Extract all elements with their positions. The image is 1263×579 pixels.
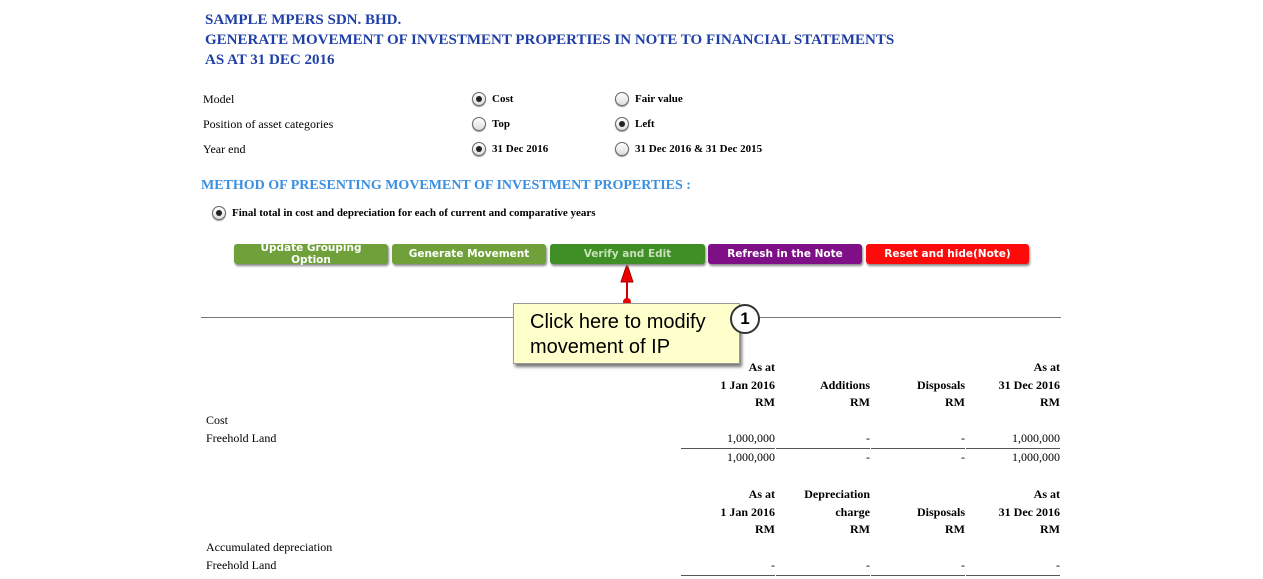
report-date: AS AT 31 DEC 2016: [205, 52, 335, 68]
column-header: RM: [755, 522, 775, 536]
option-radio-b[interactable]: Fair value: [615, 92, 683, 106]
radio-label: Top: [492, 118, 510, 130]
cost-total-cell: 1,000,000: [1012, 450, 1060, 464]
radio-label: 31 Dec 2016: [492, 143, 549, 155]
option-radio-b[interactable]: 31 Dec 2016 & 31 Dec 2015: [615, 142, 762, 156]
option-label: Year end: [203, 142, 246, 156]
option-label: Model: [203, 92, 235, 106]
column-header: charge: [835, 504, 870, 519]
column-header: As at: [748, 487, 775, 501]
row-label: Freehold Land: [206, 558, 277, 572]
dep-cell: -: [961, 558, 965, 572]
column-header: Additions: [819, 377, 870, 392]
underline: [966, 448, 1060, 449]
method-option-label: Final total in cost and depreciation for…: [232, 207, 596, 219]
option-radio-b[interactable]: Left: [615, 117, 655, 131]
radio-label: Left: [635, 118, 655, 130]
step-number-badge: 1: [730, 304, 760, 334]
verify-and-edit-button[interactable]: Verify and Edit: [550, 244, 705, 264]
cost-cell: -: [961, 431, 965, 445]
column-header: 31 Dec 2016: [998, 377, 1060, 392]
underline: [681, 448, 775, 449]
radio-label: 31 Dec 2016 & 31 Dec 2015: [635, 143, 763, 155]
dep-cell: -: [1056, 558, 1060, 572]
column-header: RM: [945, 522, 965, 536]
option-radio-a[interactable]: Cost: [472, 92, 513, 106]
row-label: Freehold Land: [206, 431, 277, 445]
column-header: As at: [1033, 360, 1060, 374]
underline: [776, 448, 870, 449]
option-radio-a[interactable]: Top: [472, 117, 510, 131]
tooltip-callout: Click here to modify movement of IP: [513, 303, 740, 364]
update-grouping-option-button[interactable]: Update Grouping Option: [234, 242, 388, 266]
radio-label: Fair value: [635, 93, 683, 105]
cost-total-cell: -: [961, 450, 965, 464]
cost-cell: 1,000,000: [1012, 431, 1060, 445]
column-header: RM: [1040, 395, 1060, 409]
method-option-radio[interactable]: Final total in cost and depreciation for…: [212, 206, 596, 220]
column-header: RM: [945, 395, 965, 409]
column-header: 31 Dec 2016: [998, 504, 1060, 519]
section-label: Cost: [206, 413, 229, 427]
column-header: Disposals: [916, 504, 965, 519]
callout-text-1: Click here to modify: [530, 311, 706, 333]
cost-cell: 1,000,000: [727, 431, 775, 445]
method-heading: METHOD OF PRESENTING MOVEMENT OF INVESTM…: [201, 178, 691, 193]
column-header: RM: [1040, 522, 1060, 536]
column-header: 1 Jan 2016: [720, 377, 775, 392]
callout-arrow-icon: [620, 262, 634, 306]
reset-and-hide-note-button[interactable]: Reset and hide(Note): [866, 244, 1029, 264]
underline: [776, 575, 870, 576]
radio-icon: [615, 117, 629, 131]
underline: [871, 448, 965, 449]
column-header: As at: [748, 360, 775, 374]
column-header: 1 Jan 2016: [720, 504, 775, 519]
cost-cell: -: [866, 431, 870, 445]
callout-text-2: movement of IP: [530, 336, 671, 358]
column-header: Disposals: [916, 377, 965, 392]
dep-cell: -: [771, 558, 775, 572]
column-header: RM: [850, 522, 870, 536]
option-label: Position of asset categories: [203, 117, 334, 131]
page-title: GENERATE MOVEMENT OF INVESTMENT PROPERTI…: [205, 32, 895, 48]
dep-cell: -: [866, 558, 870, 572]
radio-icon: [615, 142, 629, 156]
underline: [871, 575, 965, 576]
radio-selected-icon: [212, 206, 226, 220]
company-name: SAMPLE MPERS SDN. BHD.: [205, 12, 402, 28]
refresh-in-the-note-button[interactable]: Refresh in the Note: [708, 244, 862, 264]
column-header: RM: [755, 395, 775, 409]
cost-total-cell: -: [866, 450, 870, 464]
section-label: Accumulated depreciation: [206, 540, 333, 554]
cost-total-cell: 1,000,000: [727, 450, 775, 464]
radio-icon: [472, 117, 486, 131]
option-radio-a[interactable]: 31 Dec 2016: [472, 142, 548, 156]
radio-icon: [615, 92, 629, 106]
generate-movement-button[interactable]: Generate Movement: [392, 244, 546, 264]
underline: [966, 575, 1060, 576]
radio-icon: [472, 142, 486, 156]
column-header: As at: [1033, 487, 1060, 501]
column-header: Depreciation: [804, 487, 870, 501]
column-header: RM: [850, 395, 870, 409]
radio-icon: [472, 92, 486, 106]
underline: [681, 575, 775, 576]
radio-label: Cost: [492, 93, 514, 105]
